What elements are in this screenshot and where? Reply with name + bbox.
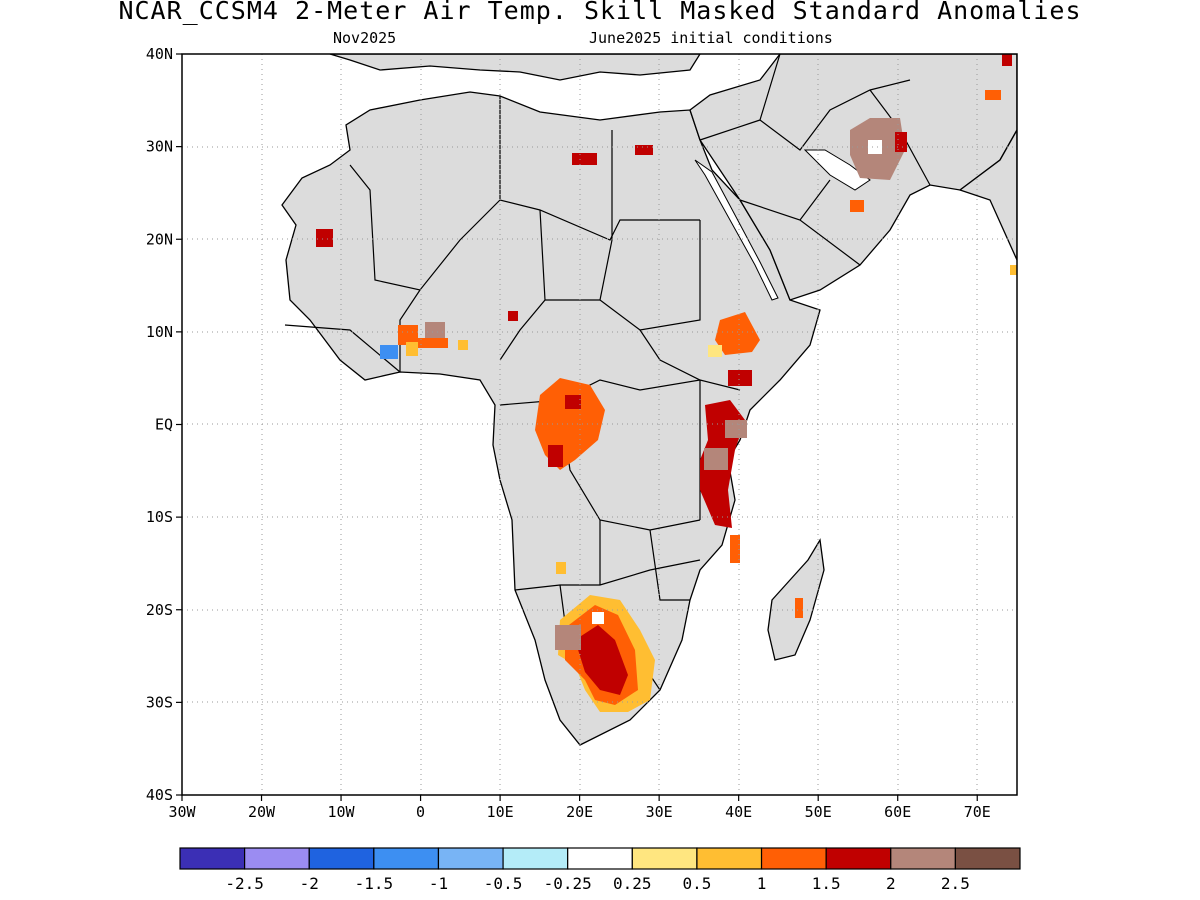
x-tick-label: 40E [725,803,752,821]
colorbar-tick-label: 0.25 [613,874,652,893]
colorbar-tick-label: 2.5 [941,874,970,893]
y-tick-label: EQ [155,416,173,434]
anomaly-shading [316,54,1017,712]
colorbar-swatch [825,847,892,870]
x-tick-label: 10W [328,803,356,821]
x-tick-label: 30E [646,803,673,821]
y-tick-label: 40N [146,45,173,63]
axis-ticks [176,53,978,801]
x-tick-label: 20E [566,803,593,821]
red-sea [694,159,779,301]
colorbar-swatch [179,847,246,870]
x-tick-label: 20W [248,803,276,821]
colorbar-tick-label: -2 [300,874,319,893]
colorbar-tick-label: -2.5 [225,874,264,893]
colorbar-swatch [308,847,375,870]
x-tick-label: 70E [964,803,991,821]
valid-month-label: Nov2025 [333,29,397,47]
europe-landmass [329,54,701,81]
colorbar-swatch [502,847,569,870]
colorbar-tick-label: 2 [886,874,896,893]
x-tick-label: 60E [884,803,911,821]
axis-labels: 30W 20W 10W 0 10E 20E 30E 40E 50E 60E 70E 40N 30N 20N… [146,45,991,821]
colorbar-labels: -2.5 -2 -1.5 -1 -0.5 -0.25 0.25 0.5 1 1.5 2 2.5 [225,874,969,893]
colorbar-tick-label: 1 [757,874,767,893]
colorbar-tick-label: 0.5 [682,874,711,893]
y-tick-label: 30S [146,693,173,711]
colorbar-swatch [631,847,698,870]
x-tick-label: 30W [168,803,196,821]
colorbar-swatch [244,847,310,870]
y-tick-label: 20N [146,230,173,248]
colorbar-tick-label: -1 [429,874,448,893]
colorbar-swatches [179,847,1021,870]
map-title: NCAR_CCSM4 2-Meter Air Temp. Skill Maske… [118,0,1082,25]
colorbar-swatch [760,847,827,870]
graticule [182,54,1017,795]
y-tick-label: 10S [146,508,173,526]
x-tick-label: 0 [416,803,425,821]
initial-conditions-label: June2025 initial conditions [589,29,833,47]
x-tick-label: 10E [487,803,514,821]
colorbar-tick-label: -0.5 [484,874,523,893]
colorbar-swatch [890,847,956,870]
india-landmass [958,128,1017,261]
y-tick-label: 40S [146,786,173,804]
colorbar-tick-label: -1.5 [355,874,394,893]
colorbar-tick-label: 1.5 [812,874,841,893]
colorbar-swatch [567,847,633,870]
y-tick-label: 20S [146,601,173,619]
colorbar-swatch [954,847,1021,870]
map-plot-area [182,54,1017,795]
y-tick-label: 10N [146,323,173,341]
colorbar-swatch [373,847,440,870]
y-tick-label: 30N [146,138,173,156]
x-tick-label: 50E [805,803,832,821]
colorbar-swatch [437,847,504,870]
persian-gulf [803,149,871,191]
colorbar-swatch [696,847,763,870]
colorbar-tick-label: -0.25 [544,874,592,893]
